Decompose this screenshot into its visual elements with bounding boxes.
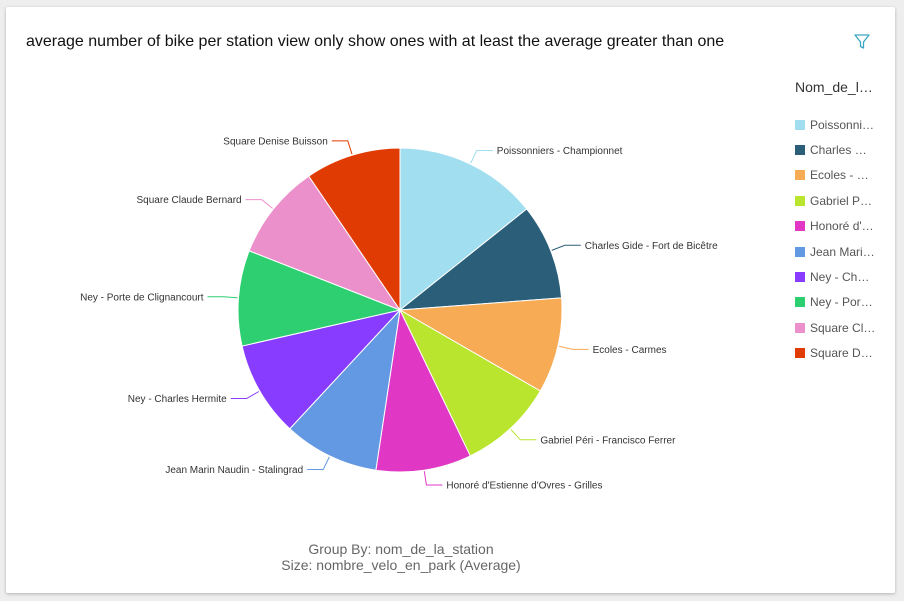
pie-slice-label: Square Claude Bernard	[137, 195, 242, 206]
legend-label: Poissonniers - Championnet	[810, 117, 876, 132]
legend-item[interactable]: Ecoles - Carmes	[795, 163, 891, 188]
legend-swatch	[795, 195, 805, 206]
legend-label: Gabriel Péri - Francisco Ferrer	[810, 193, 876, 208]
pie-slice[interactable]	[398, 297, 563, 392]
pie-slice-label: Jean Marin Naudin - Stalingrad	[165, 465, 303, 476]
legend-item[interactable]: Honoré d'Estienne d'Ovres - Grilles	[795, 214, 891, 239]
pie-label-leader	[307, 456, 330, 470]
pie-label-leader	[558, 345, 589, 350]
chart-title: average number of bike per station view …	[26, 33, 725, 50]
pie-slice[interactable]	[398, 208, 563, 311]
pie-slice-label: Honoré d'Estienne d'Ovres - Grilles	[446, 481, 602, 492]
legend-label: Jean Marin Naudin - Stalingrad	[810, 244, 876, 259]
pie-label-leader	[230, 391, 260, 399]
pie-slice-label: Gabriel Péri - Francisco Ferrer	[540, 435, 676, 446]
group-by-caption: Group By: nom_de_la_station	[308, 541, 494, 557]
legend-swatch	[795, 221, 805, 232]
legend-label: Ney - Porte de Clignancourt	[810, 295, 876, 310]
legend-swatch	[795, 170, 805, 181]
legend-item[interactable]: Poissonniers - Championnet	[795, 112, 891, 137]
legend-label: Square Claude Bernard	[810, 320, 876, 335]
legend-swatch	[795, 246, 805, 257]
pie-slice[interactable]	[308, 147, 401, 312]
legend-swatch	[795, 297, 805, 308]
filter-icon	[854, 34, 870, 49]
pie-label-leader	[245, 199, 273, 209]
legend-label: Ecoles - Carmes	[810, 168, 876, 183]
pie-slice-label: Ney - Charles Hermite	[128, 394, 227, 405]
pie-chart: Poissonniers - Championnet Charles Gide -…	[80, 136, 718, 492]
pie-label-leader	[510, 429, 537, 441]
pie-slice-label: Square Denise Buisson	[223, 136, 328, 147]
legend-item[interactable]: Gabriel Péri - Francisco Ferrer	[795, 188, 891, 213]
filter-button[interactable]	[851, 31, 873, 53]
legend-item[interactable]: Square Claude Bernard	[795, 315, 891, 340]
pie-slice[interactable]	[399, 147, 528, 312]
pie-slice[interactable]	[237, 250, 402, 347]
size-caption: Size: nombre_velo_en_park (Average)	[281, 557, 521, 573]
legend: Nom_de_la_station Poissonniers - Champio…	[795, 79, 891, 366]
pie-slice[interactable]	[398, 308, 541, 457]
legend-item[interactable]: Ney - Porte de Clignancourt	[795, 290, 891, 315]
legend-swatch	[795, 272, 805, 283]
pie-slice[interactable]	[248, 175, 402, 312]
pie-slice[interactable]	[375, 308, 471, 473]
pie-label-leader	[331, 140, 353, 155]
pie-slice[interactable]	[289, 308, 401, 471]
pie-slice-label: Ecoles - Carmes	[593, 345, 667, 356]
pie-slice-label: Ney - Porte de Clignancourt	[80, 292, 204, 303]
legend-label: Honoré d'Estienne d'Ovres - Grilles	[810, 219, 876, 234]
legend-item[interactable]: Charles Gide - Fort de Bicêtre	[795, 137, 891, 162]
pie-slice-label: Poissonniers - Championnet	[497, 146, 623, 157]
chart-card: average number of bike per station view …	[6, 7, 895, 593]
legend-label: Ney - Charles Hermite	[810, 270, 876, 285]
pie-slice[interactable]	[241, 309, 402, 430]
legend-label: Square Denise Buisson	[810, 346, 876, 361]
pie-label-leader	[207, 296, 238, 299]
legend-item[interactable]: Ney - Charles Hermite	[795, 264, 891, 289]
legend-swatch	[795, 119, 805, 130]
legend-item[interactable]: Jean Marin Naudin - Stalingrad	[795, 239, 891, 264]
pie-slice-label: Charles Gide - Fort de Bicêtre	[585, 241, 718, 252]
legend-swatch	[795, 145, 805, 156]
pie-label-leader	[423, 471, 443, 486]
pie-label-leader	[470, 150, 493, 164]
legend-title: Nom_de_la_station	[795, 79, 877, 95]
legend-label: Charles Gide - Fort de Bicêtre	[810, 143, 876, 158]
pie-label-leader	[551, 244, 581, 251]
legend-swatch	[795, 322, 805, 333]
legend-item[interactable]: Square Denise Buisson	[795, 341, 891, 366]
legend-swatch	[795, 348, 805, 359]
